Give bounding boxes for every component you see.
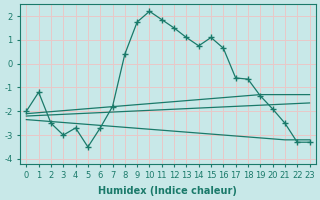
X-axis label: Humidex (Indice chaleur): Humidex (Indice chaleur) xyxy=(99,186,237,196)
